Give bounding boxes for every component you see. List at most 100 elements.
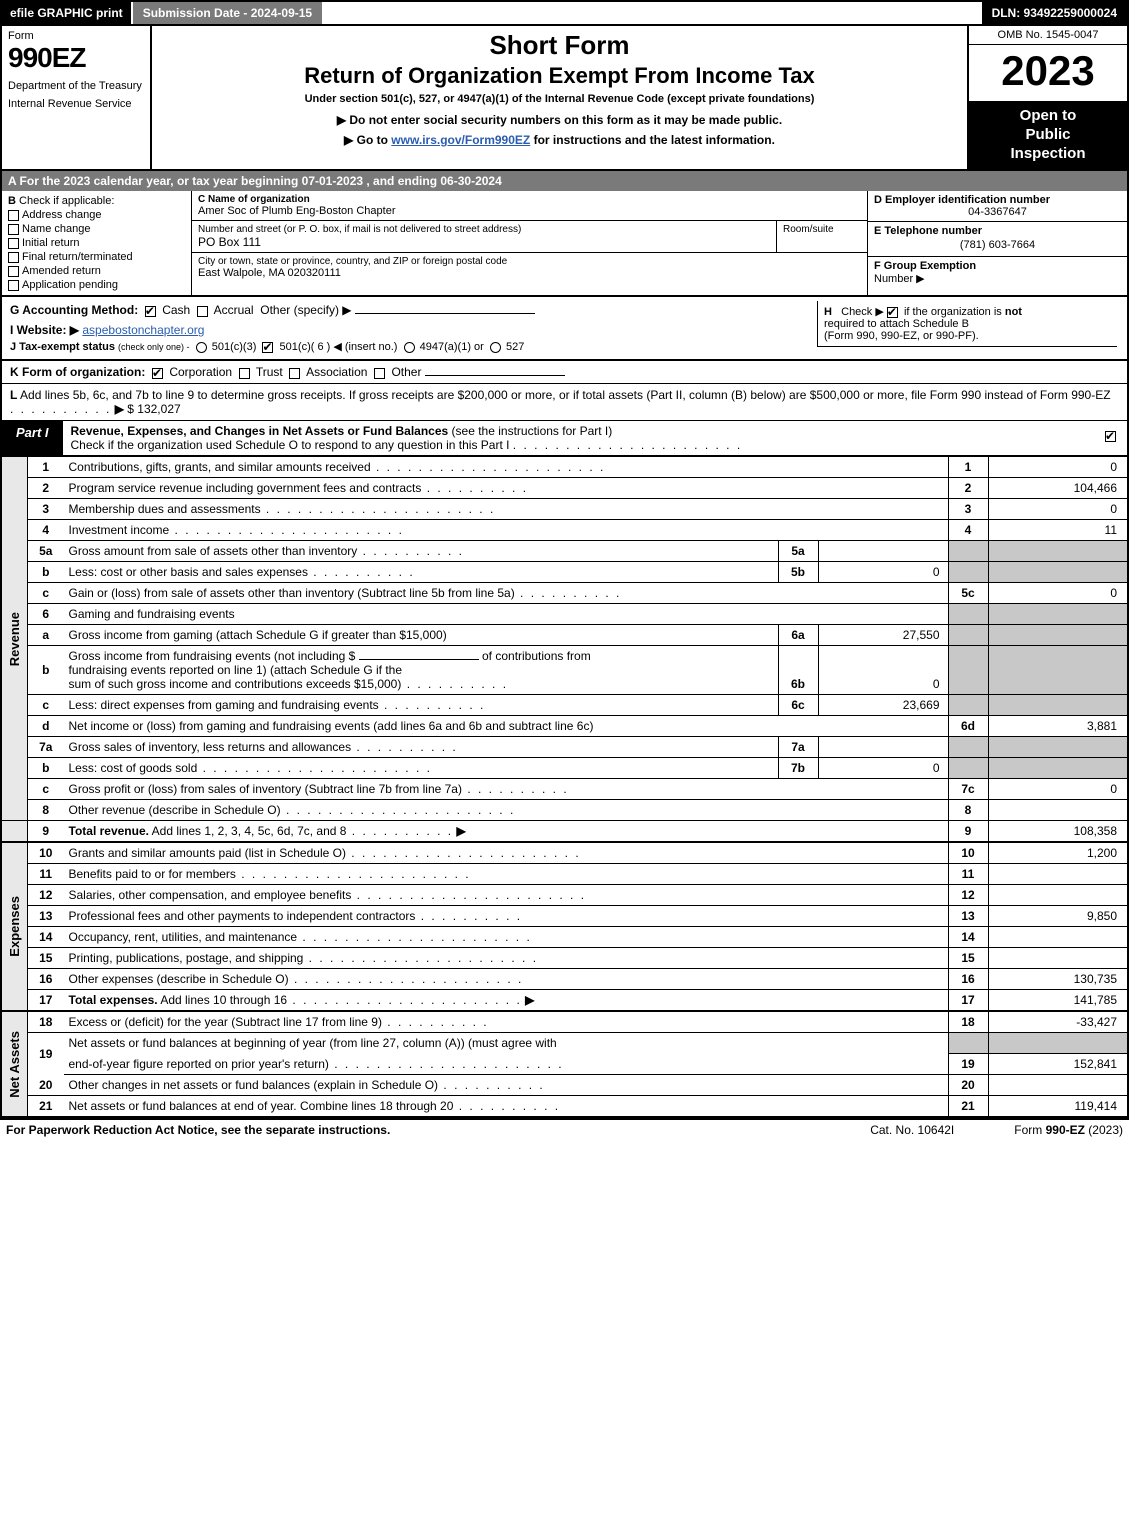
line-amt: 141,785 — [988, 990, 1128, 1012]
sub-box: 5a — [778, 541, 818, 561]
b-final-return[interactable]: Final return/terminated — [8, 251, 185, 263]
row-5c: c Gain or (loss) from sale of assets oth… — [1, 583, 1128, 604]
h-txt2: if the organization is — [904, 306, 1005, 318]
sub-box: 7b — [778, 758, 818, 778]
line-num: 3 — [28, 499, 64, 520]
h-letter: H — [824, 306, 832, 318]
header-mid: Short Form Return of Organization Exempt… — [152, 26, 967, 169]
line-desc: Gross profit or (loss) from sales of inv… — [69, 782, 462, 796]
header-left: Form 990EZ Department of the Treasury In… — [2, 26, 152, 169]
line-box-shade — [948, 604, 988, 625]
b-application-pending[interactable]: Application pending — [8, 279, 185, 291]
sub-amt: 0 — [818, 646, 948, 694]
line-desc: Net assets or fund balances at end of ye… — [69, 1099, 454, 1113]
part1-check[interactable] — [1097, 421, 1127, 455]
f-group: F Group Exemption Number ▶ — [868, 257, 1127, 295]
dots — [382, 1015, 489, 1029]
goto-note: ▶ Go to www.irs.gov/Form990EZ for instru… — [160, 133, 959, 147]
line-box-shade — [948, 646, 988, 695]
line-box: 14 — [948, 927, 988, 948]
g-accrual-check[interactable] — [197, 306, 208, 317]
arrow-icon: ▶ — [456, 824, 465, 838]
line-amt — [988, 1074, 1128, 1095]
line-desc-4: sum of such gross income and contributio… — [69, 677, 402, 691]
k-corp[interactable] — [152, 368, 163, 379]
k-other-input[interactable] — [425, 375, 565, 376]
sub-amt — [818, 737, 948, 757]
b-initial-return[interactable]: Initial return — [8, 237, 185, 249]
line-amt — [988, 800, 1128, 821]
part1-title: Revenue, Expenses, and Changes in Net As… — [71, 424, 449, 438]
b-name-change[interactable]: Name change — [8, 223, 185, 235]
row-1: Revenue 1 Contributions, gifts, grants, … — [1, 457, 1128, 478]
line-box: 2 — [948, 478, 988, 499]
h-check[interactable] — [887, 307, 898, 318]
b-amended-return[interactable]: Amended return — [8, 265, 185, 277]
j-501c3[interactable] — [196, 342, 207, 353]
line-amt: 0 — [988, 779, 1128, 800]
line-box: 5c — [948, 583, 988, 604]
k-o3: Association — [306, 365, 367, 379]
footer-right-pre: Form — [1014, 1123, 1045, 1137]
b-letter: B — [8, 195, 16, 207]
row-17: 17 Total expenses. Add lines 10 through … — [1, 990, 1128, 1012]
fundraising-input[interactable] — [359, 659, 479, 660]
g-cash-check[interactable] — [145, 306, 156, 317]
line-amt: 9,850 — [988, 906, 1128, 927]
phone-value: (781) 603-7664 — [874, 237, 1121, 253]
line-num: 12 — [28, 885, 64, 906]
row-5a: 5a Gross amount from sale of assets othe… — [1, 541, 1128, 562]
k-assoc[interactable] — [289, 368, 300, 379]
column-b: B Check if applicable: Address change Na… — [2, 191, 192, 295]
netassets-side: Net Assets — [1, 1011, 28, 1117]
line-desc: Grants and similar amounts paid (list in… — [69, 846, 346, 860]
l-text: Add lines 5b, 6c, and 7b to line 9 to de… — [20, 388, 1111, 402]
efile-print-button[interactable]: efile GRAPHIC print — [2, 2, 133, 24]
arrow-icon: ▶ — [344, 133, 353, 147]
footer-right-bold: 990-EZ — [1046, 1123, 1085, 1137]
ssn-note: ▶ Do not enter social security numbers o… — [160, 113, 959, 127]
dots — [261, 502, 496, 516]
row-6b: b Gross income from fundraising events (… — [1, 646, 1128, 695]
row-3: 3 Membership dues and assessments 3 0 — [1, 499, 1128, 520]
j-sub: (check only one) - — [118, 342, 190, 352]
f-label2: Number ▶ — [874, 273, 925, 285]
footer-left: For Paperwork Reduction Act Notice, see … — [6, 1123, 870, 1137]
open1: Open to — [1020, 107, 1077, 124]
line-desc: Net assets or fund balances at beginning… — [69, 1036, 557, 1050]
line-amt-shade — [988, 758, 1128, 779]
line-num: 6 — [28, 604, 64, 625]
j-4947[interactable] — [404, 342, 415, 353]
k-trust[interactable] — [239, 368, 250, 379]
row-6: 6 Gaming and fundraising events — [1, 604, 1128, 625]
c-city-label: City or town, state or province, country… — [198, 256, 861, 267]
b-address-change[interactable]: Address change — [8, 209, 185, 221]
line-desc-2: end-of-year figure reported on prior yea… — [69, 1057, 329, 1071]
line-desc: Other revenue (describe in Schedule O) — [69, 803, 281, 817]
row-4: 4 Investment income 4 11 — [1, 520, 1128, 541]
g-other-input[interactable] — [355, 313, 535, 314]
part1-tag: Part I — [2, 421, 63, 455]
sub-amt: 23,669 — [818, 695, 948, 715]
k-label: K Form of organization: — [10, 365, 145, 379]
k-other[interactable] — [374, 368, 385, 379]
line-desc: Printing, publications, postage, and shi… — [69, 951, 304, 965]
line-l: L Add lines 5b, 6c, and 7b to line 9 to … — [0, 384, 1129, 420]
dots — [303, 951, 538, 965]
j-527[interactable] — [490, 342, 501, 353]
line-amt-shade — [988, 737, 1128, 758]
row-9: 9 Total revenue. Add lines 1, 2, 3, 4, 5… — [1, 821, 1128, 843]
irs-link[interactable]: www.irs.gov/Form990EZ — [391, 133, 530, 147]
row-12: 12 Salaries, other compensation, and emp… — [1, 885, 1128, 906]
note2-pre: Go to — [357, 133, 392, 147]
row-8: 8 Other revenue (describe in Schedule O)… — [1, 800, 1128, 821]
website-link[interactable]: aspebostonchapter.org — [82, 323, 204, 337]
j-501c[interactable] — [262, 342, 273, 353]
sub-box: 6a — [778, 625, 818, 645]
line-amt: 3,881 — [988, 716, 1128, 737]
dots — [462, 782, 569, 796]
line-box: 18 — [948, 1011, 988, 1033]
dots — [281, 803, 516, 817]
topbar-spacer — [322, 2, 981, 24]
line-desc: Investment income — [69, 523, 170, 537]
